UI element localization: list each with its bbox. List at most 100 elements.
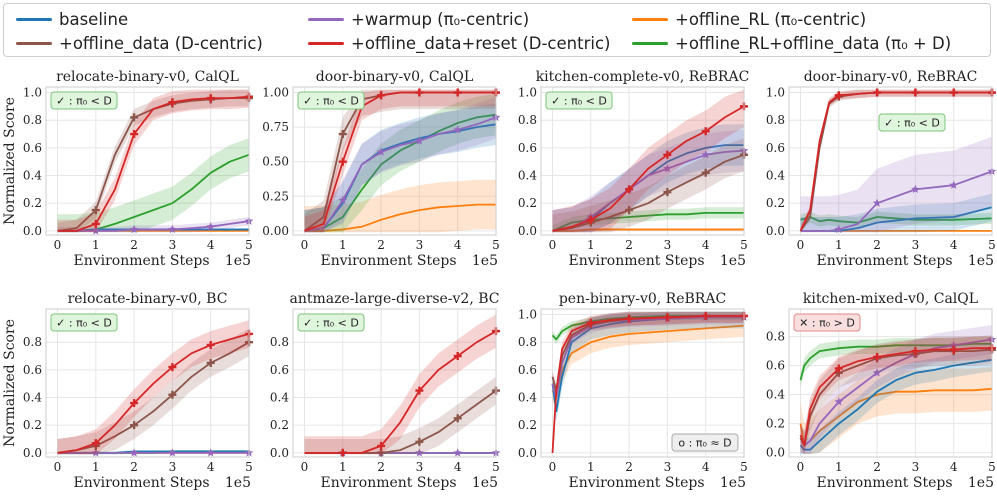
series-line: [304, 113, 497, 232]
x-tick-label: 1: [835, 238, 843, 252]
legend-label: +warmup (π₀-centric): [351, 10, 530, 29]
series-band: [552, 89, 744, 233]
y-tick-label: 0.4: [766, 169, 785, 183]
chart-title: relocate-binary-v0, CalQL: [56, 69, 239, 85]
chart-panel: 0 1 2 3 4 5 0.0 0.2 0.4 0.6 0.8 1.0 relocate-binary-…: [2, 69, 254, 269]
y-tick-label: 0.8: [766, 113, 785, 127]
badge-label: ✓ : π₀ < D: [303, 317, 359, 330]
chart-title: pen-binary-v0, ReBRAC: [559, 291, 726, 307]
x-axis-label: Environment Steps: [568, 253, 704, 269]
y-tick-label: 0.50: [262, 155, 289, 169]
x-tick-label: 1: [835, 460, 843, 474]
x-tick-label: 3: [169, 238, 177, 252]
plot-frame: [292, 308, 497, 458]
legend-swatch: [632, 42, 668, 45]
condition-badge: o : π₀ ≈ D: [671, 433, 739, 452]
series-marker: [206, 94, 215, 103]
series-marker: [415, 386, 424, 395]
series-marker: [91, 226, 101, 235]
y-tick-label: 0.6: [766, 359, 785, 373]
x-axis-label: Environment Steps: [73, 475, 209, 491]
series-line: [304, 203, 496, 232]
series-line: [800, 216, 993, 224]
legend-item-offline-rl: +offline_RL (π₀-centric): [632, 10, 866, 29]
x-tick-label: 5: [245, 460, 253, 474]
condition-badge: ✓ : π₀ < D: [878, 113, 946, 132]
chart-title: kitchen-mixed-v0, CalQL: [803, 291, 978, 307]
series-marker: [130, 130, 139, 139]
series-band: [304, 376, 496, 455]
x-axis-label: Environment Steps: [816, 475, 952, 491]
x-tick-label: 3: [912, 238, 920, 252]
series-marker: [911, 88, 920, 97]
y-tick-label: 1.0: [518, 308, 537, 322]
chart-panel: 0 1 2 3 4 5 0.0 0.2 0.4 0.6 0.8 1.0 door-binary-v0, …: [766, 69, 997, 269]
y-tick-label: 0.6: [270, 363, 289, 377]
series-marker: [663, 188, 672, 197]
x-tick-label: 3: [664, 238, 672, 252]
x-scale-label: 1e5: [968, 253, 994, 269]
condition-badge: ✓ : π₀ < D: [50, 91, 118, 110]
series-marker: [168, 98, 177, 107]
chart-panel: 0 1 2 3 4 5 0.0 0.2 0.4 0.6 0.8 1.0kitchen-complete…: [518, 69, 749, 269]
series-marker: [586, 215, 595, 224]
series-line: [552, 105, 745, 232]
y-tick-label: 1.0: [518, 86, 537, 100]
plot-area: [788, 86, 993, 236]
y-tick-label: 0.2: [518, 196, 537, 210]
badge-label: ✓ : π₀ < D: [56, 317, 112, 330]
series-marker: [949, 88, 958, 97]
series-marker: [701, 311, 710, 320]
y-tick-label: 0.25: [262, 189, 289, 203]
y-tick-label: 1.00: [262, 86, 289, 100]
series-line: [552, 228, 744, 232]
series-band: [800, 367, 992, 455]
series-marker: [168, 390, 177, 399]
x-tick-label: 0: [54, 460, 62, 474]
x-axis-label: Environment Steps: [320, 475, 456, 491]
badge-box: [297, 313, 365, 332]
chart-title: relocate-binary-v0, BC: [68, 291, 228, 307]
x-axis-label: Environment Steps: [320, 253, 456, 269]
series-marker: [168, 363, 177, 372]
x-tick-label: 4: [207, 238, 215, 252]
series-marker: [168, 448, 177, 457]
x-tick-label: 3: [169, 460, 177, 474]
y-tick-label: 0.00: [262, 224, 289, 238]
series-marker: [586, 318, 595, 327]
x-tick-label: 0: [797, 460, 805, 474]
series-band: [304, 314, 496, 455]
series-marker: [663, 150, 672, 159]
series-marker: [701, 150, 710, 159]
y-tick-label: 0.75: [262, 120, 289, 134]
series-marker: [206, 222, 215, 231]
y-tick-label: 0.4: [23, 391, 42, 405]
x-scale-label: 1e5: [472, 475, 498, 491]
badge-box: [878, 113, 946, 132]
series-marker: [206, 448, 215, 457]
chart-title: door-binary-v0, CalQL: [316, 69, 473, 85]
x-axis-label: Environment Steps: [568, 475, 704, 491]
series-band: [552, 129, 744, 233]
series-marker: [377, 91, 386, 100]
x-tick-label: 5: [740, 460, 748, 474]
legend-item-offline-rl-offline-data: +offline_RL+offline_data (π₀ + D): [632, 34, 951, 53]
chart-title: antmaze-large-diverse-v2, BC: [290, 291, 500, 307]
series-line: [304, 123, 497, 232]
series-line: [799, 91, 992, 232]
series-band: [800, 336, 992, 455]
series-marker: [91, 219, 100, 228]
series-band: [800, 325, 992, 455]
plot-frame: [45, 308, 250, 458]
x-tick-label: 2: [625, 460, 633, 474]
series-marker: [130, 421, 139, 430]
plot-frame: [788, 308, 993, 458]
series-line: [57, 95, 250, 232]
series-band: [304, 89, 496, 233]
x-tick-label: 1: [92, 460, 100, 474]
badge-label: ✓ : π₀ < D: [303, 95, 359, 108]
condition-badge: ✓ : π₀ < D: [297, 91, 365, 110]
plot-frame: [540, 308, 745, 458]
series-band: [552, 311, 744, 405]
